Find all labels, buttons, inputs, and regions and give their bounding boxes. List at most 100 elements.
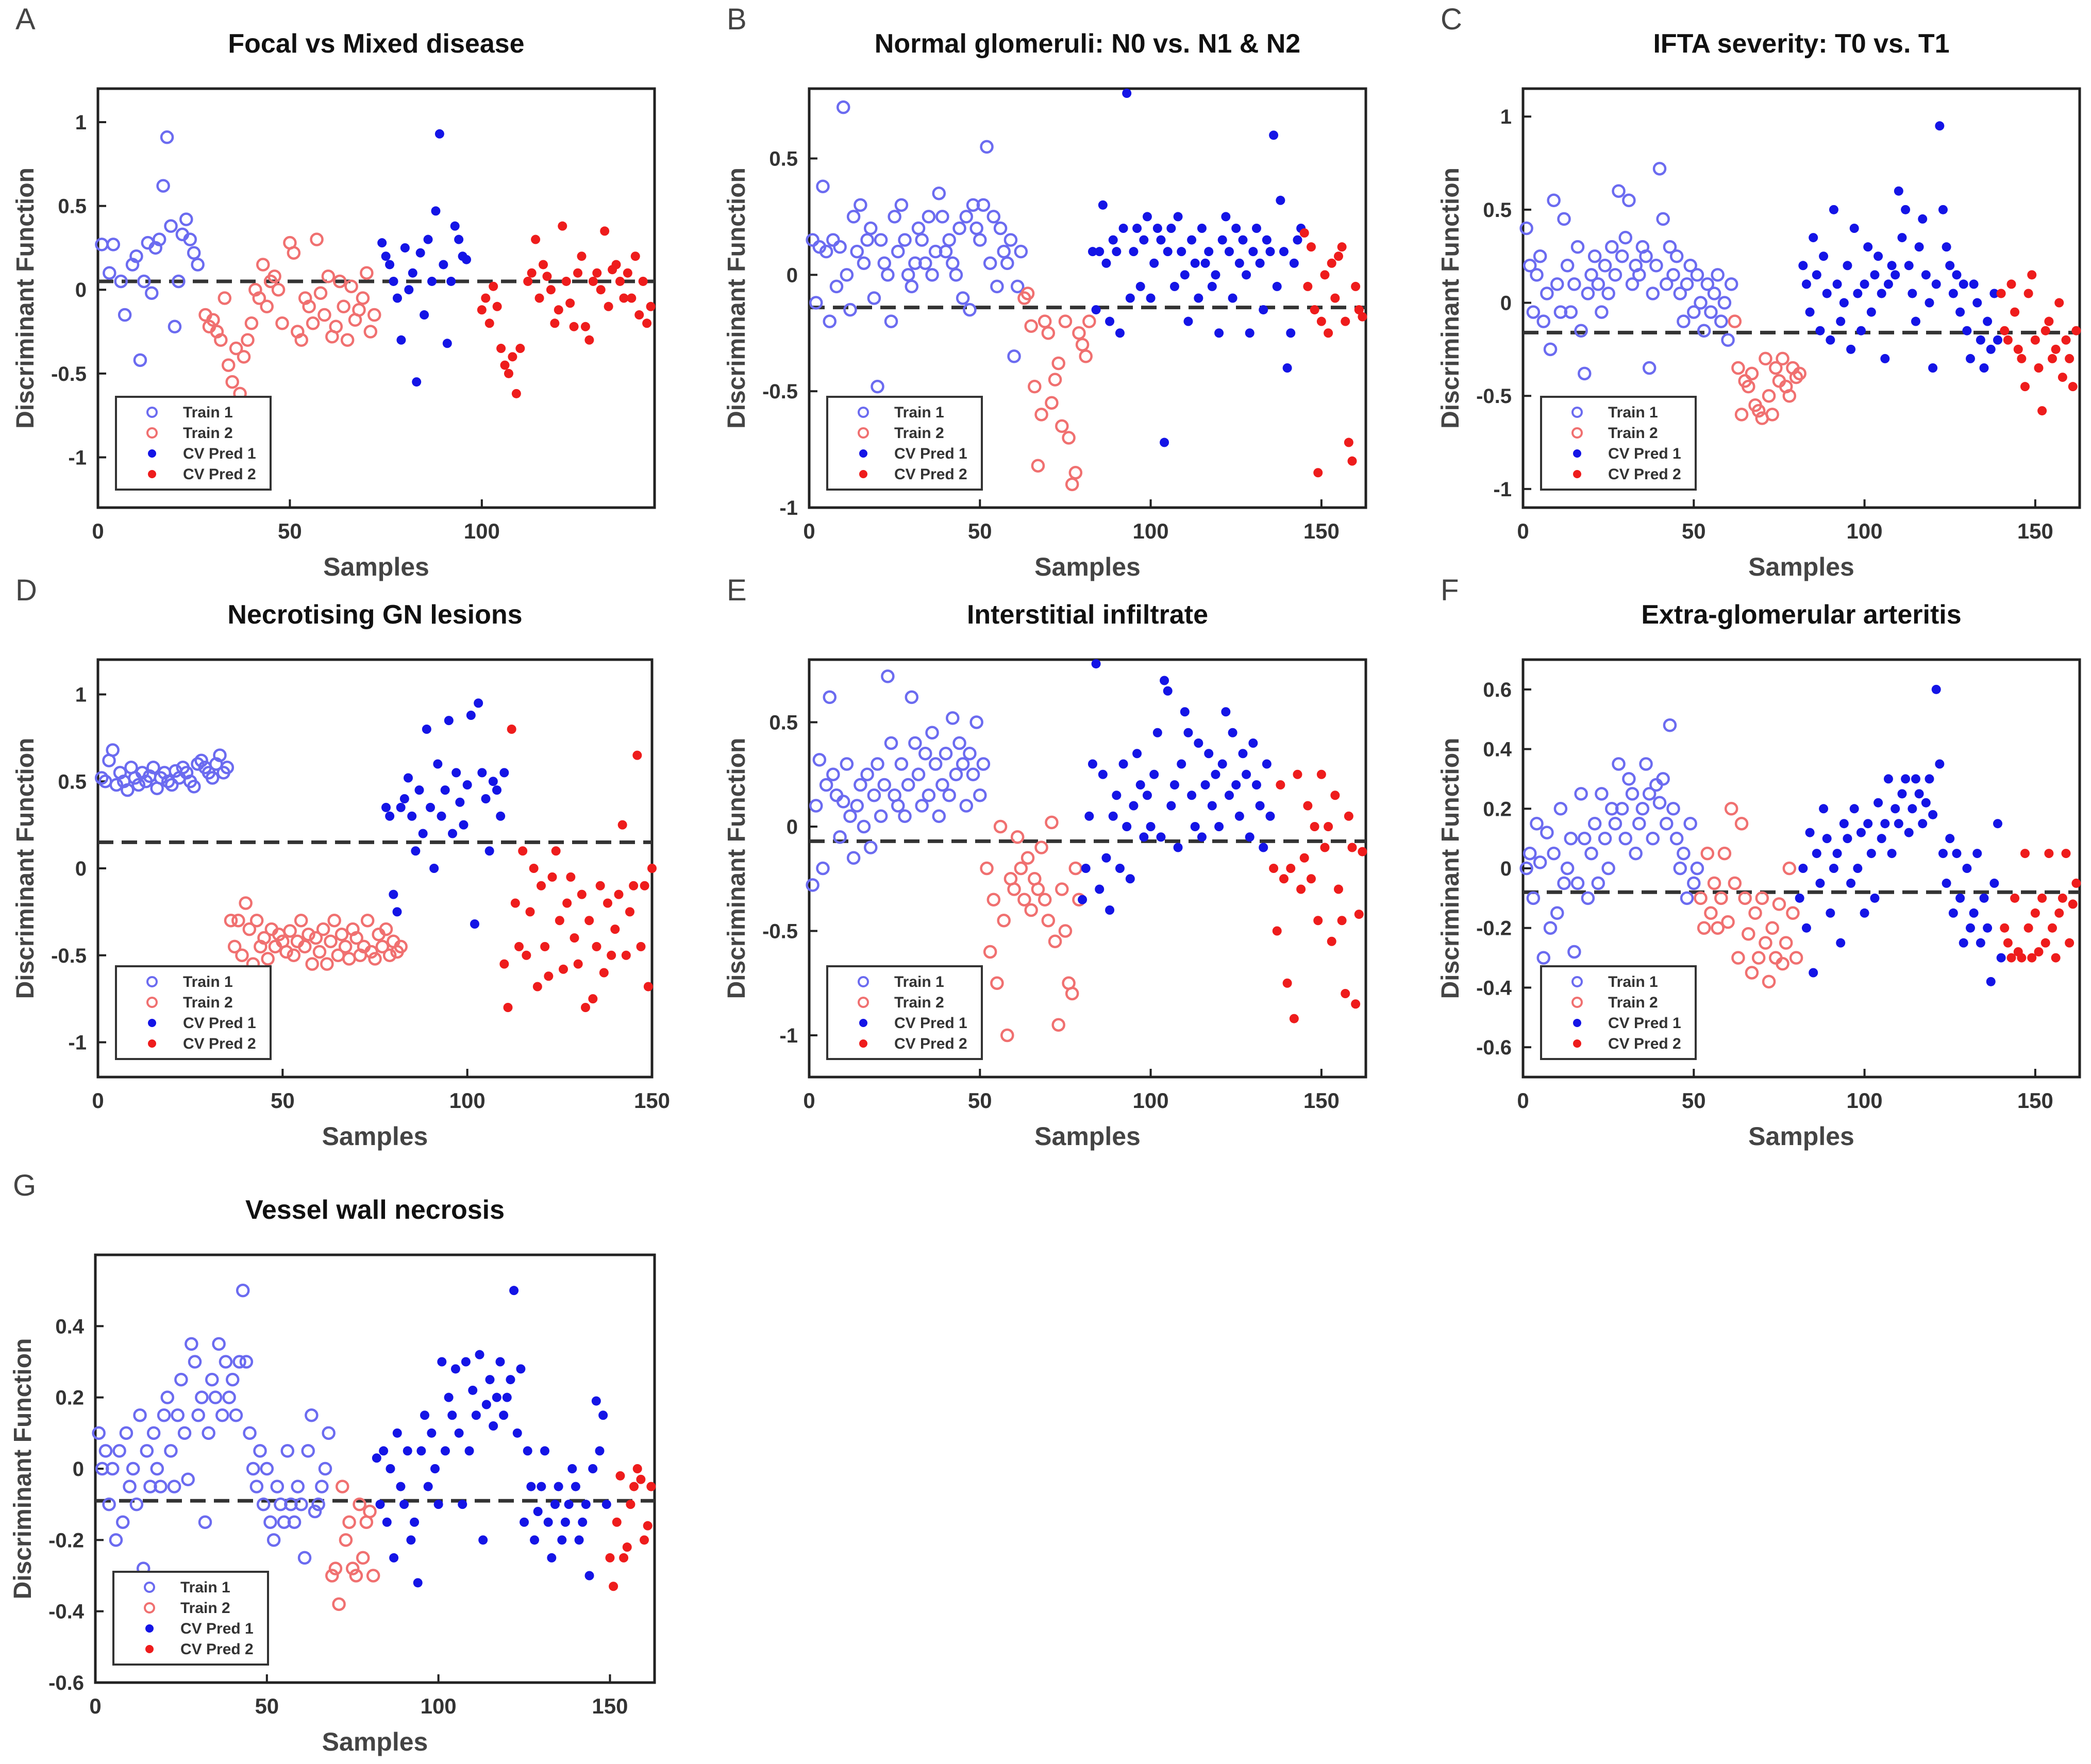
data-point — [1129, 247, 1139, 257]
data-point — [1826, 335, 1835, 345]
legend-marker — [1573, 1019, 1581, 1027]
legend-marker — [144, 1582, 155, 1593]
x-axis-label-e: Samples — [1034, 1122, 1141, 1151]
data-point — [1983, 923, 1993, 933]
data-point — [232, 1355, 246, 1369]
data-point — [615, 1471, 625, 1481]
data-point — [301, 1444, 315, 1458]
data-point — [1948, 908, 1958, 918]
data-point — [1983, 316, 1993, 326]
data-point — [1714, 891, 1728, 905]
data-point — [1048, 934, 1062, 948]
data-point — [455, 797, 465, 807]
data-point — [308, 1504, 322, 1519]
y-tick-label: 0.4 — [1483, 738, 1512, 761]
legend-label: Train 1 — [180, 1579, 230, 1596]
data-point — [1931, 279, 1941, 289]
data-point — [1045, 396, 1059, 410]
legend-label: Train 1 — [183, 973, 233, 990]
data-point — [332, 274, 347, 289]
data-point — [2044, 316, 2054, 326]
legend-marker — [148, 1039, 156, 1048]
data-point — [404, 285, 414, 295]
data-point — [1574, 324, 1588, 338]
data-point — [1911, 316, 1920, 326]
x-axis-label-b: Samples — [1034, 552, 1141, 581]
data-point — [202, 1426, 215, 1440]
data-point — [305, 957, 319, 971]
data-point — [532, 982, 542, 992]
data-point — [375, 939, 390, 954]
data-point — [526, 1482, 536, 1491]
data-point — [874, 809, 888, 823]
data-point — [915, 799, 929, 813]
data-point — [591, 1396, 601, 1406]
data-point — [205, 771, 220, 785]
data-point — [1306, 242, 1316, 252]
data-point — [1986, 344, 1996, 354]
data-point — [928, 757, 943, 771]
data-point — [434, 129, 444, 139]
data-point — [488, 777, 498, 786]
data-point — [1530, 268, 1544, 282]
data-point — [1669, 249, 1684, 263]
data-point — [1200, 780, 1210, 789]
data-point — [1687, 305, 1701, 319]
data-point — [969, 715, 983, 729]
data-point — [1738, 891, 1752, 905]
data-point — [1303, 801, 1313, 811]
data-point — [561, 276, 571, 286]
panel-e: E Interstitial infiltrate 0.5 0 -0.5 -1 0 50 100… — [723, 574, 1367, 1151]
y-tick-label: 1 — [75, 111, 87, 134]
data-point — [504, 368, 513, 378]
series-cv-pred-1-e — [1078, 659, 1275, 915]
data-point — [342, 1515, 356, 1529]
data-point — [118, 308, 132, 322]
data-point — [2023, 289, 2033, 298]
data-point — [1003, 233, 1018, 247]
data-point — [935, 210, 949, 224]
data-point — [389, 889, 398, 899]
data-point — [360, 266, 374, 280]
x-tick-label: 0 — [92, 519, 104, 543]
data-point — [1122, 822, 1132, 831]
data-point — [1776, 956, 1789, 971]
data-point — [368, 952, 382, 966]
data-point — [1798, 261, 1808, 271]
legend-label: CV Pred 2 — [183, 466, 256, 483]
data-point — [1639, 249, 1653, 263]
data-point — [1190, 258, 1200, 268]
data-point — [484, 318, 494, 328]
legend-d: Train 1 Train 2 CV Pred 1 CV Pred 2 — [115, 965, 272, 1060]
data-point — [1769, 361, 1783, 375]
data-point — [600, 226, 610, 236]
data-point — [1533, 855, 1547, 869]
legend-label: CV Pred 1 — [894, 445, 967, 462]
data-point — [112, 1444, 126, 1458]
data-point — [496, 344, 506, 354]
data-point — [826, 767, 840, 781]
legend-marker — [858, 427, 869, 439]
legend-label: Train 1 — [183, 404, 233, 421]
data-point — [997, 914, 1011, 928]
data-point — [1135, 281, 1145, 291]
data-point — [520, 1517, 529, 1527]
data-point — [1163, 686, 1173, 696]
data-point — [1578, 831, 1592, 846]
data-point — [1207, 281, 1217, 291]
data-point — [604, 301, 613, 311]
data-point — [2030, 335, 2040, 345]
x-tick-label: 100 — [1133, 519, 1169, 543]
data-point — [1762, 975, 1776, 989]
x-tick-label: 150 — [1303, 1088, 1340, 1113]
data-point — [1028, 379, 1042, 394]
x-tick-label: 100 — [464, 519, 500, 543]
data-point — [598, 1410, 608, 1420]
data-point — [1581, 287, 1595, 300]
data-point — [191, 258, 205, 272]
data-point — [1296, 884, 1306, 894]
data-point — [1248, 247, 1258, 257]
series-train-1-c — [1519, 162, 1738, 381]
data-point — [1156, 235, 1166, 245]
series-train-1-f — [1519, 718, 1704, 965]
